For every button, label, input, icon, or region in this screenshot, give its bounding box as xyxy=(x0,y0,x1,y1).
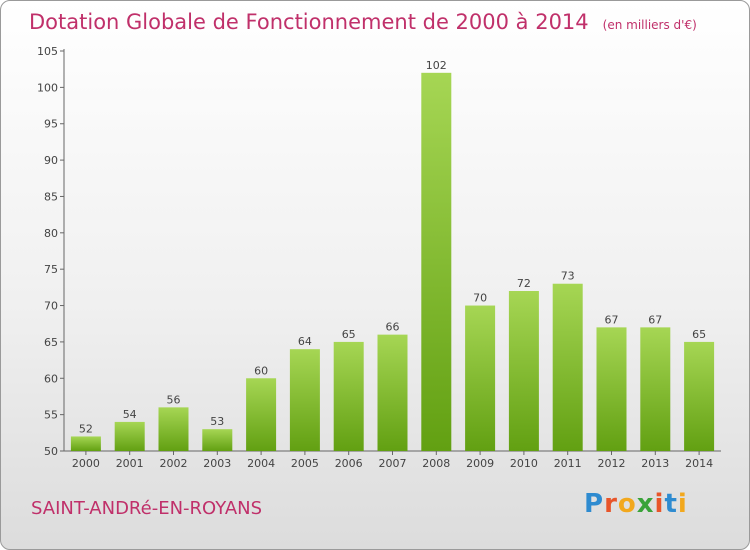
y-tick-label: 55 xyxy=(44,409,58,422)
bar-value-label: 52 xyxy=(79,422,93,435)
x-tick-label: 2009 xyxy=(466,457,494,470)
x-tick-label: 2008 xyxy=(422,457,450,470)
y-tick-label: 80 xyxy=(44,227,58,240)
bar-value-label: 70 xyxy=(473,292,487,305)
y-tick-label: 95 xyxy=(44,118,58,131)
bar-value-label: 53 xyxy=(210,415,224,428)
chart-title: Dotation Globale de Fonctionnement de 20… xyxy=(29,10,697,34)
logo-letter: i xyxy=(677,489,688,519)
bar xyxy=(508,291,539,451)
bar-value-label: 65 xyxy=(342,328,356,341)
bar-value-label: 65 xyxy=(692,328,706,341)
x-tick-label: 2013 xyxy=(641,457,669,470)
x-tick-label: 2005 xyxy=(291,457,319,470)
bar xyxy=(684,341,715,451)
chart-subtitle: (en milliers d'€) xyxy=(602,18,697,32)
bar-value-label: 60 xyxy=(254,364,268,377)
y-tick-label: 50 xyxy=(44,445,58,458)
y-tick-label: 60 xyxy=(44,372,58,385)
y-tick-label: 85 xyxy=(44,190,58,203)
bar xyxy=(465,305,496,451)
logo-letter: t xyxy=(664,489,678,519)
bar xyxy=(70,436,101,451)
chart-axes: 50 55 60 65 70 75 80 85 90 95 100 105 2000 2001 2002 20… xyxy=(37,45,721,470)
bar-value-label: 67 xyxy=(648,313,662,326)
bar xyxy=(114,421,145,451)
x-tick-label: 2003 xyxy=(203,457,231,470)
bar xyxy=(377,334,408,451)
bar xyxy=(333,341,364,451)
proxiti-logo: Proxiti xyxy=(584,489,688,519)
chart-bars: 52 54 56 53 60 64 65 66 102 70 72 73 67 67 65 xyxy=(70,59,715,452)
x-tick-label: 2000 xyxy=(72,457,100,470)
x-tick-label: 2002 xyxy=(160,457,188,470)
y-tick-label: 105 xyxy=(37,45,58,58)
bar xyxy=(421,72,452,452)
x-tick-label: 2010 xyxy=(510,457,538,470)
logo-letter: P xyxy=(584,489,605,519)
x-tick-label: 2014 xyxy=(685,457,713,470)
x-tick-label: 2012 xyxy=(598,457,626,470)
bar-value-label: 67 xyxy=(605,313,619,326)
logo-letter: i xyxy=(654,489,665,519)
logo-letter: r xyxy=(604,489,618,519)
logo-letter: o xyxy=(617,489,637,519)
bar-value-label: 72 xyxy=(517,277,531,290)
bar-value-label: 102 xyxy=(426,59,447,72)
commune-name: SAINT-ANDRé-EN-ROYANS xyxy=(31,498,263,519)
y-tick-label: 65 xyxy=(44,336,58,349)
bar-value-label: 66 xyxy=(386,321,400,334)
bar xyxy=(289,349,320,451)
x-tick-label: 2007 xyxy=(379,457,407,470)
x-tick-label: 2001 xyxy=(116,457,144,470)
bar-value-label: 54 xyxy=(123,408,137,421)
y-tick-label: 70 xyxy=(44,300,58,313)
y-tick-label: 100 xyxy=(37,81,58,94)
x-tick-label: 2004 xyxy=(247,457,275,470)
logo-letter: x xyxy=(636,489,655,519)
bar-value-label: 64 xyxy=(298,335,312,348)
title-text: Dotation Globale de Fonctionnement de 20… xyxy=(29,10,589,34)
bar-value-label: 73 xyxy=(561,270,575,283)
bar xyxy=(202,429,233,451)
bar xyxy=(246,378,277,451)
y-tick-label: 90 xyxy=(44,154,58,167)
bar xyxy=(596,327,627,451)
x-tick-label: 2011 xyxy=(554,457,582,470)
x-tick-label: 2006 xyxy=(335,457,363,470)
bar xyxy=(640,327,671,451)
bar-value-label: 56 xyxy=(167,393,181,406)
bar xyxy=(158,407,189,451)
bar xyxy=(552,283,583,451)
y-tick-label: 75 xyxy=(44,263,58,276)
